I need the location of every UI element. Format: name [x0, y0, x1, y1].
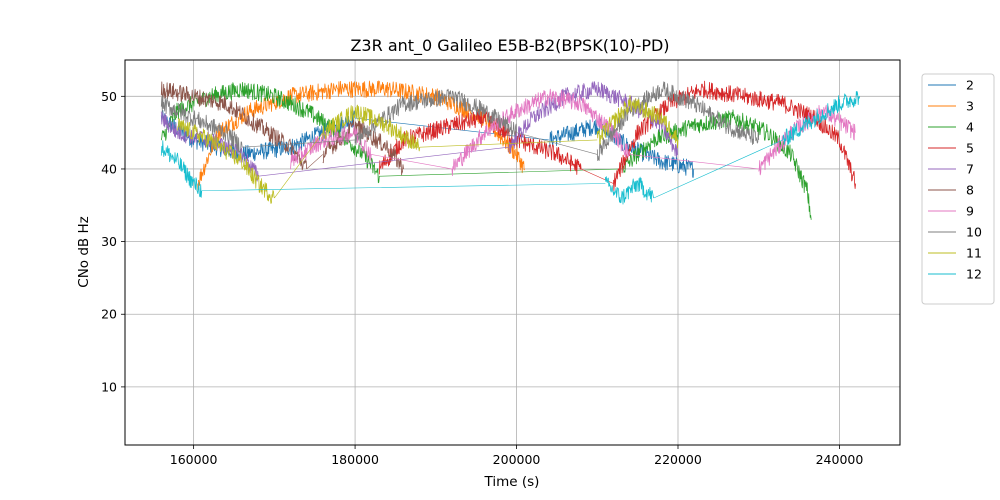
- y-axis-title: CNo dB Hz: [76, 216, 92, 287]
- x-tick-label: 240000: [816, 452, 864, 467]
- series-11-connector: [274, 132, 324, 199]
- y-tick-label: 30: [101, 234, 117, 249]
- series-10-connector: [516, 132, 598, 155]
- legend-label-7: 7: [966, 162, 974, 177]
- series-11: [177, 95, 679, 204]
- x-tick-label: 200000: [493, 452, 541, 467]
- plot-frame: [124, 59, 901, 446]
- x-tick-label: 220000: [654, 452, 702, 467]
- series-11-line: [322, 104, 421, 152]
- series-12-line: [604, 176, 655, 205]
- axis-ticks: 160000 180000 200000 220000 240000 10 20 30 40 50: [101, 89, 863, 467]
- x-axis-title: Time (s): [484, 474, 540, 490]
- y-tick-label: 50: [101, 89, 117, 104]
- series-3: [197, 80, 525, 191]
- legend-label-5: 5: [966, 141, 974, 156]
- series-9-line: [290, 124, 372, 170]
- legend-label-4: 4: [966, 120, 974, 135]
- series-3-line: [197, 80, 525, 191]
- series-4-line: [621, 109, 812, 220]
- y-tick-label: 10: [101, 379, 117, 394]
- x-tick-label: 180000: [331, 452, 379, 467]
- series-12-line: [782, 91, 860, 146]
- series-8-connector: [306, 154, 323, 170]
- legend-label-12: 12: [966, 267, 982, 282]
- series-4-connector: [379, 168, 622, 177]
- series-5-connector: [580, 168, 614, 184]
- series-11-line: [596, 95, 679, 149]
- series-12: [160, 91, 860, 205]
- legend-box: [921, 73, 995, 305]
- series-12-line: [160, 140, 203, 198]
- series-7-line: [160, 111, 259, 182]
- series-10-connector: [242, 139, 356, 148]
- series-12-connector: [653, 139, 784, 199]
- plot-area: [160, 80, 860, 220]
- y-tick-label: 20: [101, 307, 117, 322]
- legend-label-9: 9: [966, 204, 974, 219]
- legend: 2 3 4 5 7 8 9 10 11 12: [921, 73, 995, 305]
- legend-label-2: 2: [966, 78, 974, 93]
- series-8-line: [322, 119, 404, 176]
- series-8-line: [160, 81, 307, 171]
- legend-label-11: 11: [966, 246, 982, 261]
- series-10-line: [160, 95, 243, 153]
- series-9-connector: [371, 154, 453, 170]
- x-tick-label: 160000: [170, 452, 218, 467]
- legend-label-3: 3: [966, 99, 974, 114]
- legend-label-10: 10: [966, 225, 982, 240]
- y-tick-label: 40: [101, 161, 117, 176]
- series-7-line: [508, 81, 679, 158]
- series-2-line: [548, 118, 695, 178]
- series-9-connector: [629, 154, 759, 170]
- series-5-line: [378, 109, 582, 175]
- series-11-line: [177, 118, 275, 204]
- series-11-connector: [419, 139, 598, 148]
- legend-label-8: 8: [966, 183, 974, 198]
- series-9-line: [451, 88, 630, 176]
- series-8: [160, 81, 404, 176]
- chart-title: Z3R ant_0 Galileo E5B-B2(BPSK(10)-PD): [350, 36, 669, 56]
- series-12-connector: [201, 183, 606, 192]
